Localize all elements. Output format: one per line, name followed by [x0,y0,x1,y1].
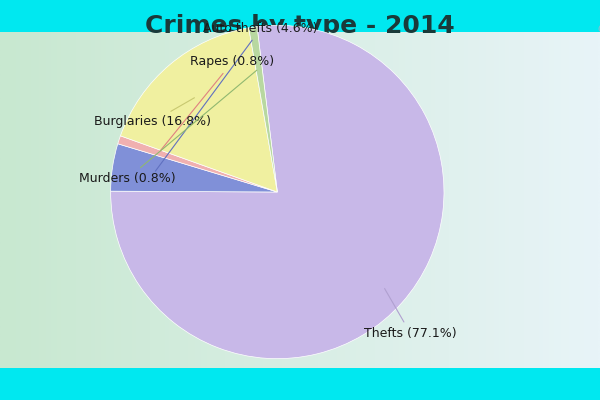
Text: City-Data.com: City-Data.com [598,24,600,34]
Text: Rapes (0.8%): Rapes (0.8%) [160,56,274,151]
Text: Auto thefts (4.6%): Auto thefts (4.6%) [155,22,318,171]
Wedge shape [110,25,444,359]
Text: Burglaries (16.8%): Burglaries (16.8%) [94,98,211,128]
Text: Murders (0.8%): Murders (0.8%) [79,70,257,185]
Text: Thefts (77.1%): Thefts (77.1%) [364,288,457,340]
Text: Crimes by type - 2014: Crimes by type - 2014 [145,14,455,38]
Wedge shape [110,144,277,192]
Wedge shape [121,28,277,192]
Wedge shape [249,26,277,192]
Wedge shape [118,136,277,192]
